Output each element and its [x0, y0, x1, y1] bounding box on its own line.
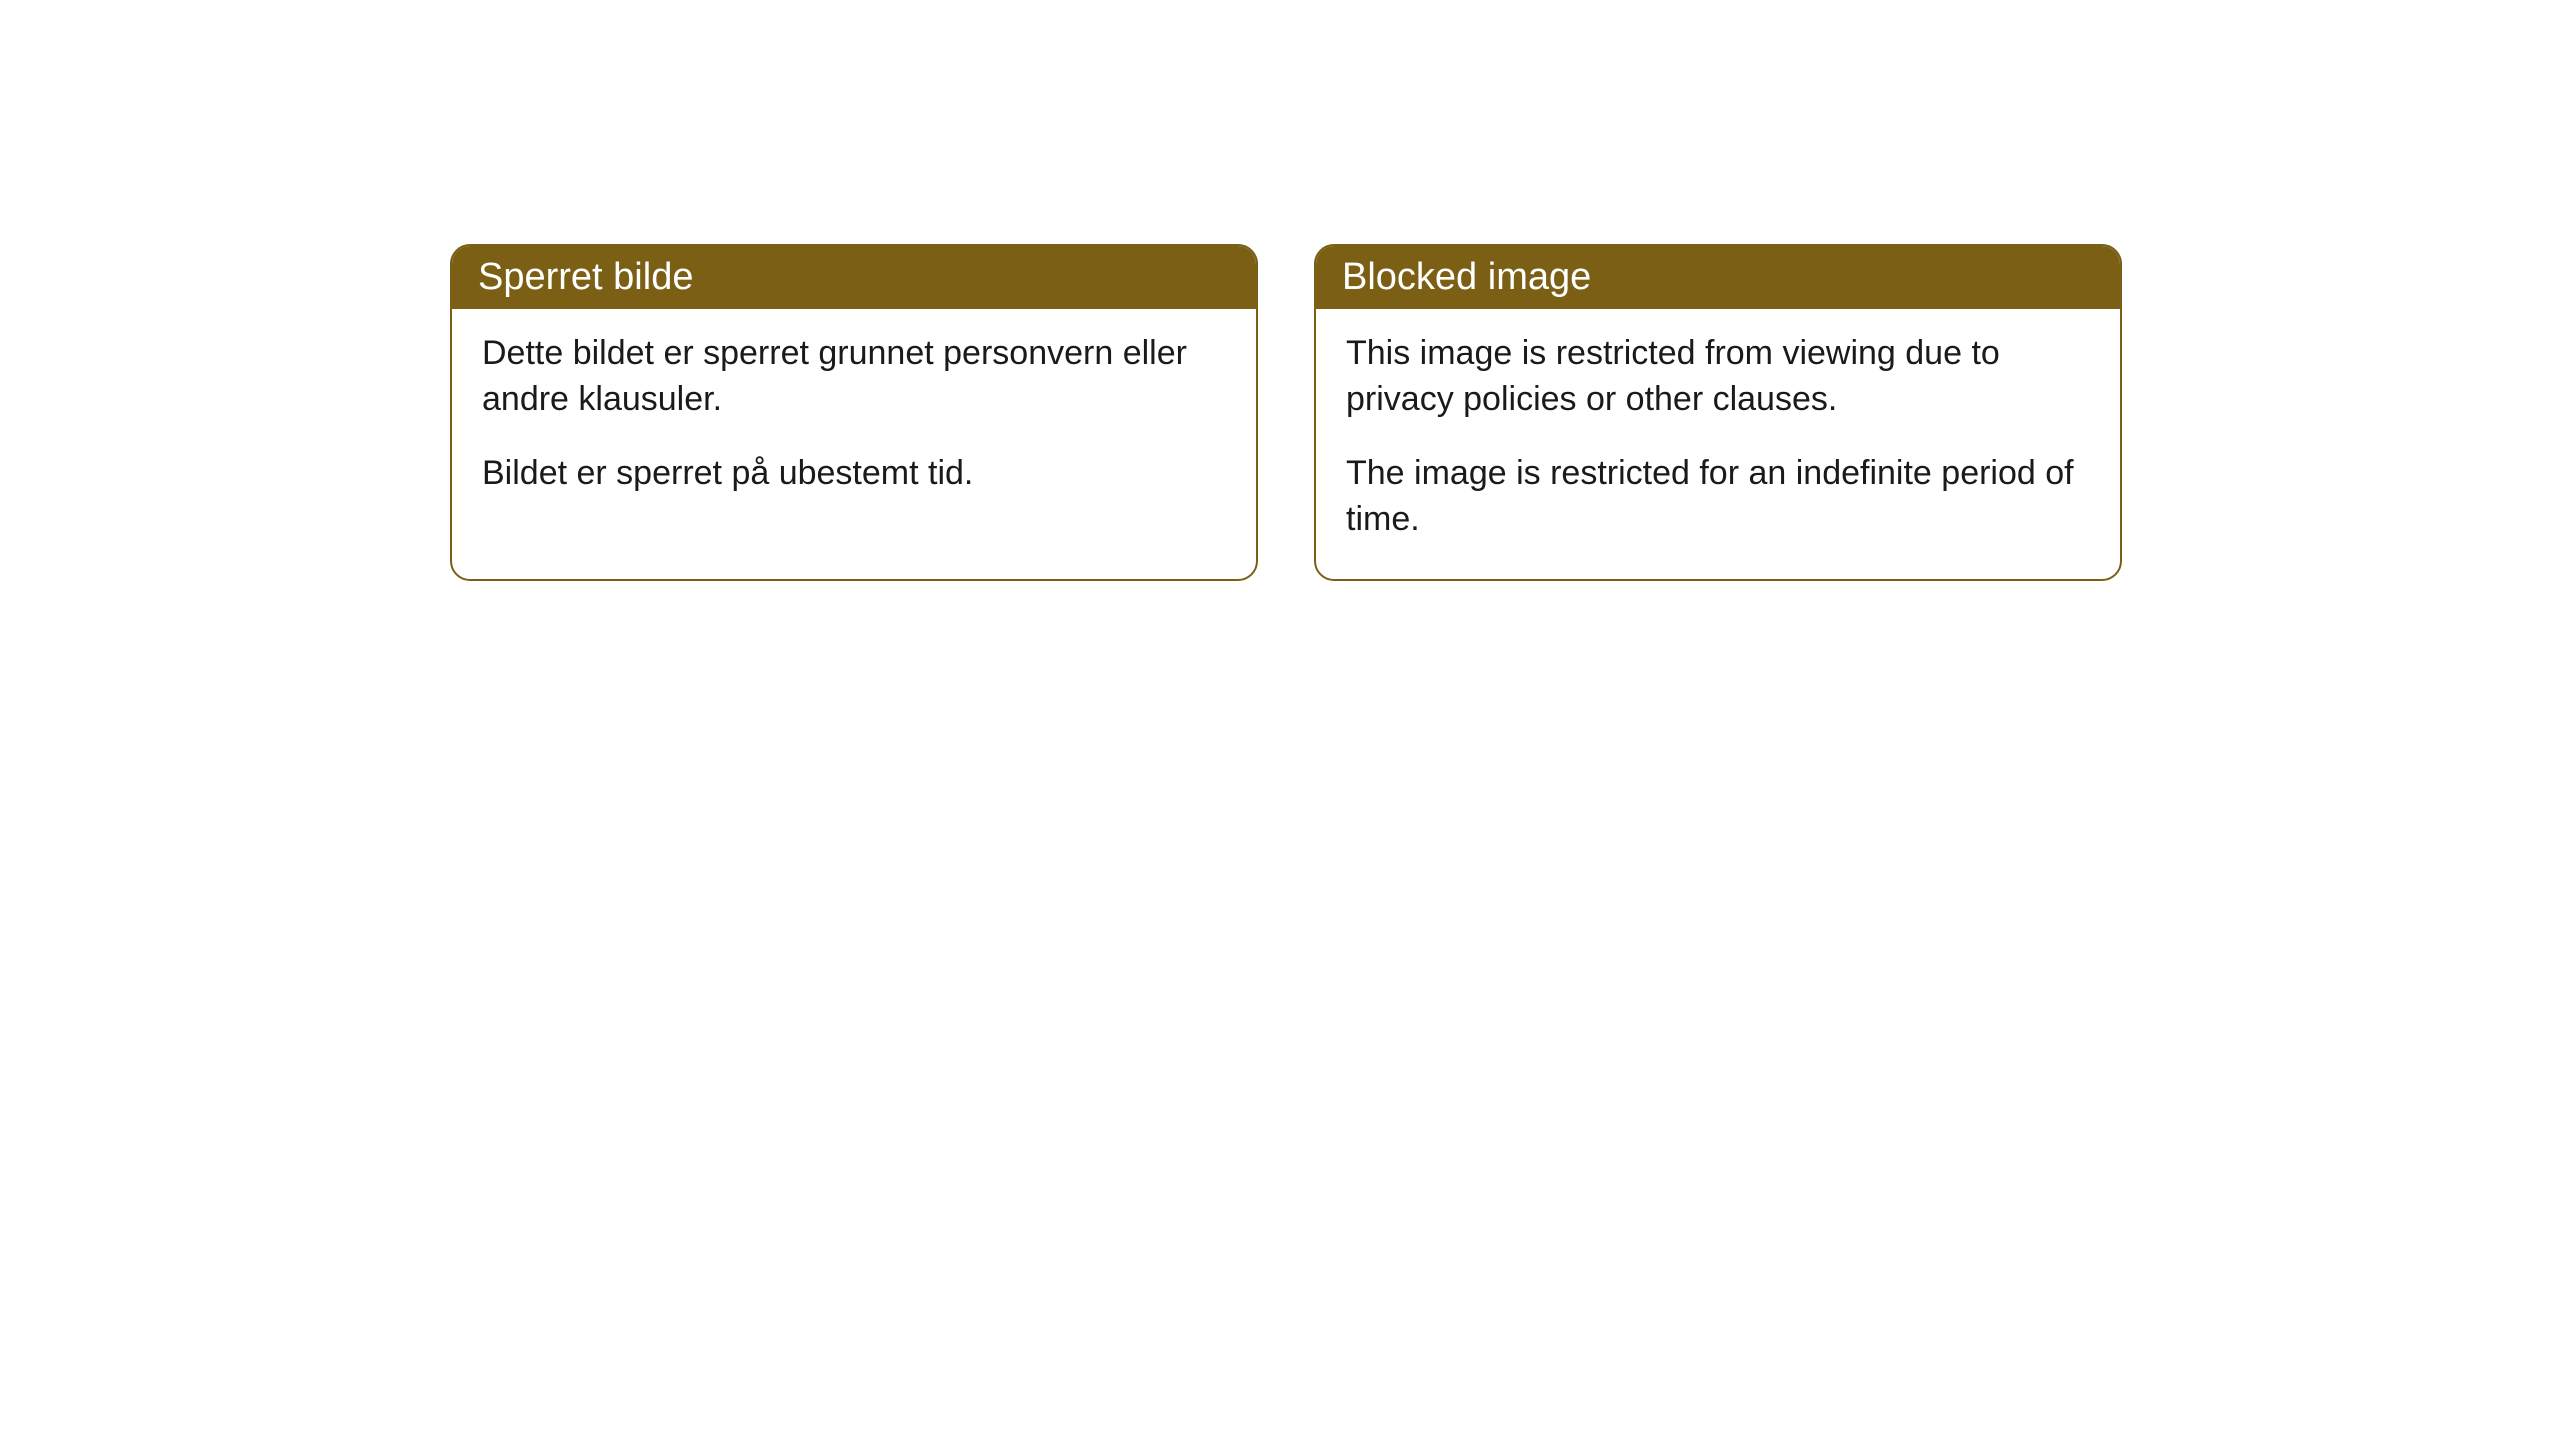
card-header: Blocked image: [1316, 246, 2120, 309]
card-paragraph: Bildet er sperret på ubestemt tid.: [482, 451, 1226, 497]
notice-card-norwegian: Sperret bilde Dette bildet er sperret gr…: [450, 244, 1258, 581]
card-header: Sperret bilde: [452, 246, 1256, 309]
card-paragraph: Dette bildet er sperret grunnet personve…: [482, 331, 1226, 423]
card-title: Blocked image: [1342, 256, 1591, 298]
card-body: This image is restricted from viewing du…: [1316, 309, 2120, 579]
notice-card-english: Blocked image This image is restricted f…: [1314, 244, 2122, 581]
card-body: Dette bildet er sperret grunnet personve…: [452, 309, 1256, 533]
card-paragraph: This image is restricted from viewing du…: [1346, 331, 2090, 423]
notice-cards-container: Sperret bilde Dette bildet er sperret gr…: [450, 244, 2122, 581]
card-paragraph: The image is restricted for an indefinit…: [1346, 451, 2090, 543]
card-title: Sperret bilde: [478, 256, 693, 298]
